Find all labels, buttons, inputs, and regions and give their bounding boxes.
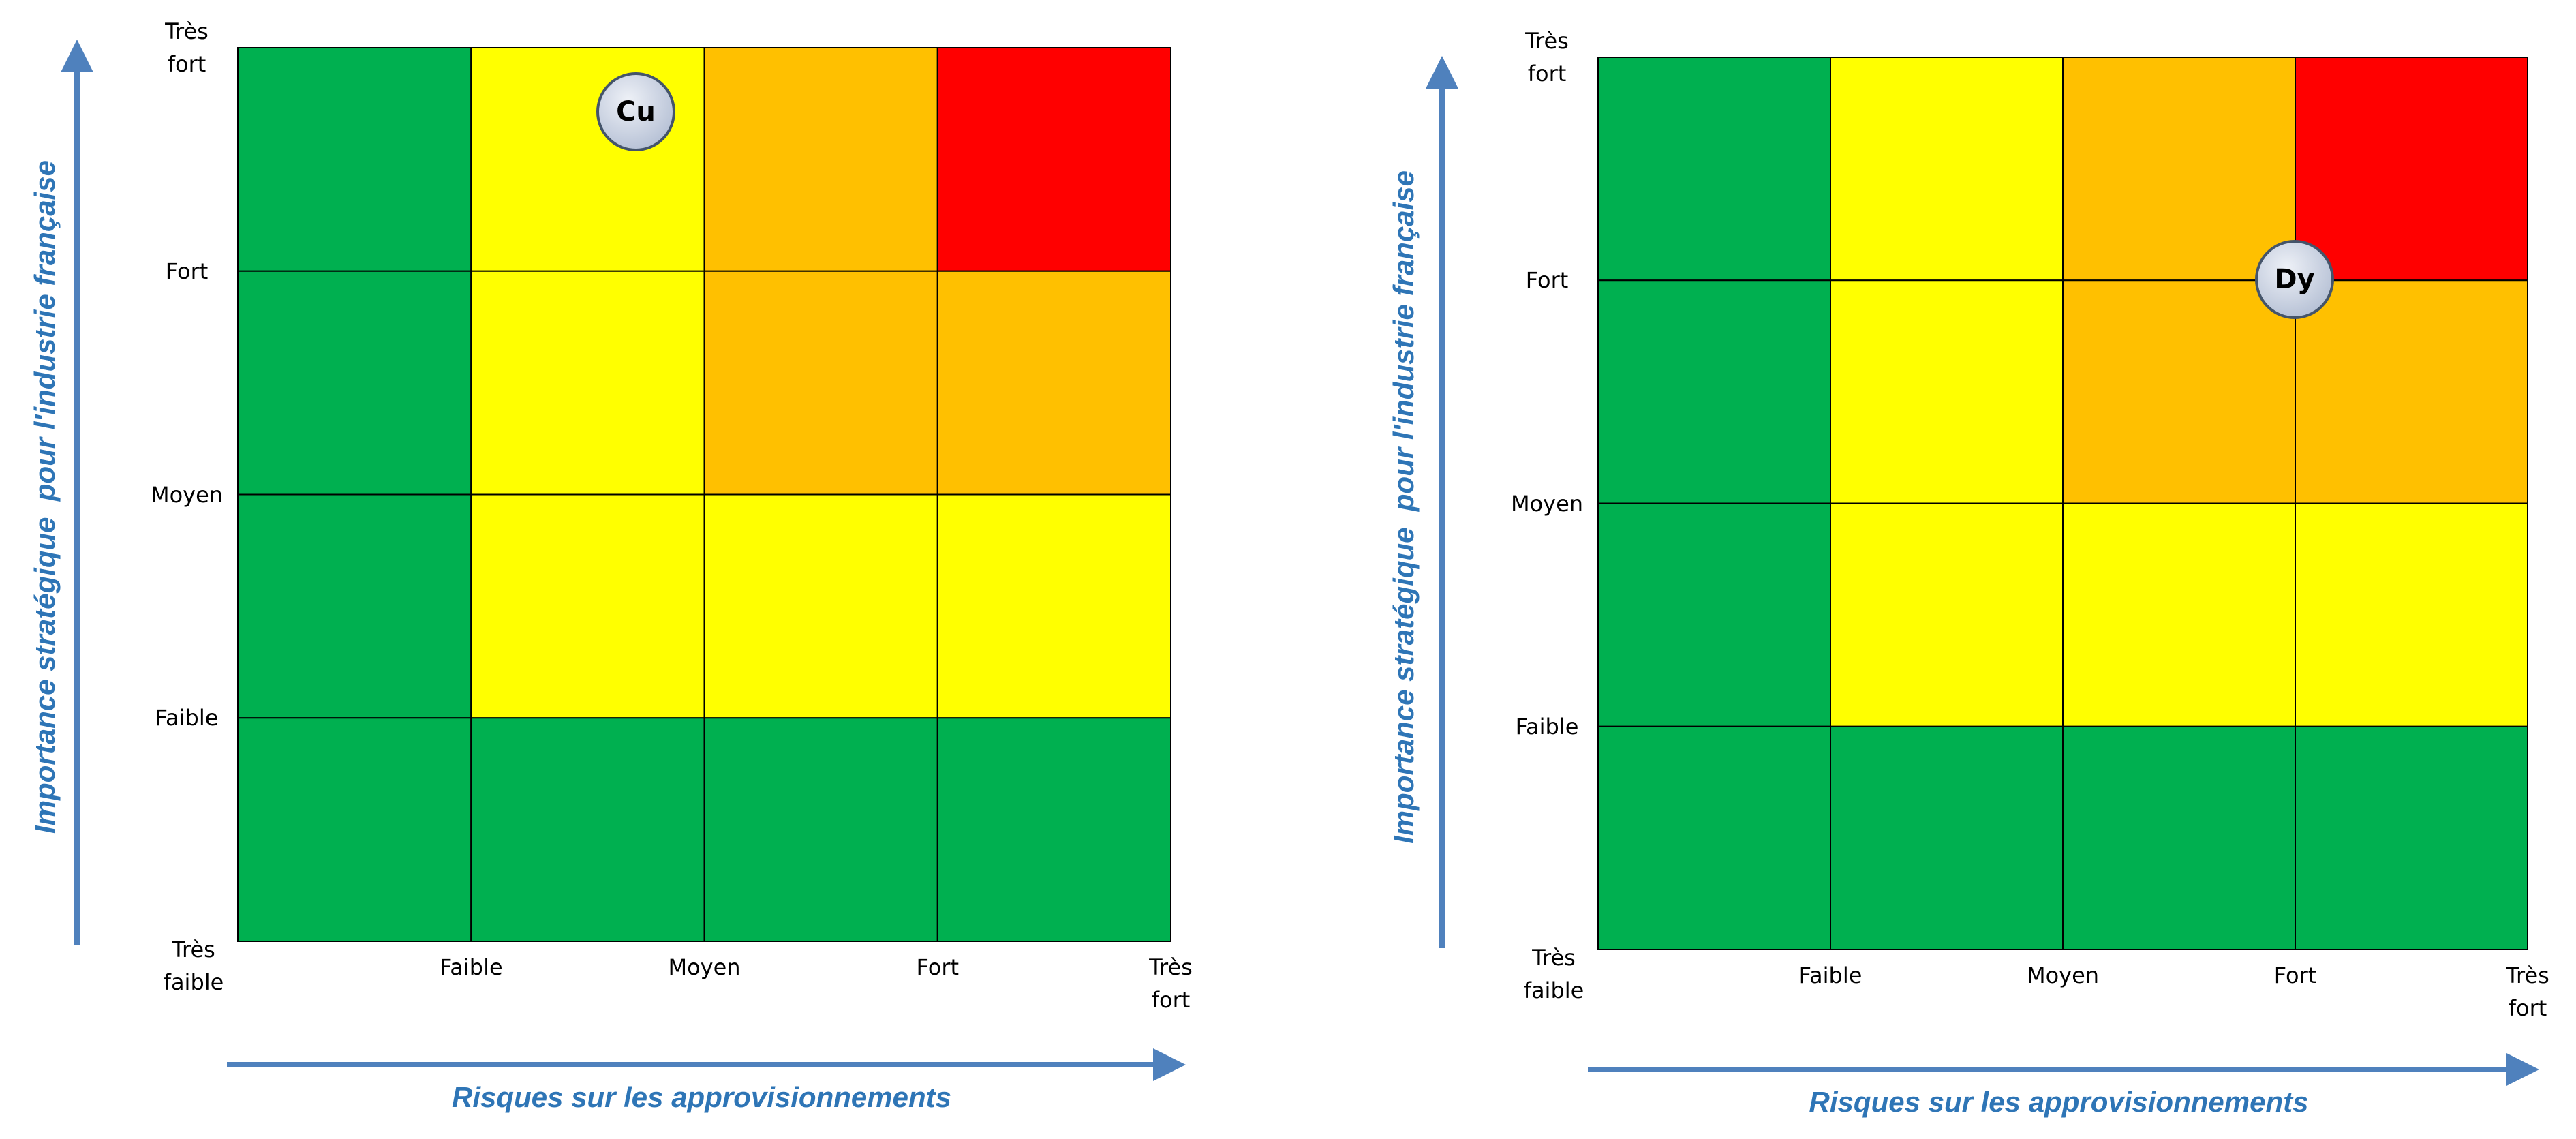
y-axis-title: Importance stratégique pour l'industrie … — [1387, 170, 1420, 844]
matrix-cell — [237, 493, 472, 719]
matrix-cell — [1597, 57, 1831, 282]
x-label: Faible — [1798, 962, 1862, 988]
corner-label: Très faible — [1523, 945, 1584, 1003]
matrix-cell — [1597, 279, 1831, 504]
matrix-cell — [1597, 725, 1831, 950]
matrix-cell — [703, 270, 938, 496]
y-label: Fort — [165, 258, 209, 284]
matrix-cell — [2295, 725, 2528, 950]
matrix-cell — [936, 717, 1171, 942]
matrix-cell — [1830, 279, 2064, 504]
matrix-cell — [470, 493, 705, 719]
x-axis-title: Risques sur les approvisionnements — [452, 1081, 951, 1113]
matrix-cell — [1830, 502, 2064, 727]
x-label: Fort — [916, 954, 960, 980]
matrix-cell — [470, 47, 705, 272]
matrix-cell — [2062, 502, 2296, 727]
matrix-cell — [703, 47, 938, 272]
corner-label: Très faible — [163, 937, 224, 995]
matrix-cell — [703, 717, 938, 942]
y-label: Faible — [155, 705, 219, 731]
marker-bubble — [596, 72, 675, 151]
x-label: Fort — [2273, 962, 2317, 988]
y-label: Moyen — [150, 481, 224, 508]
matrix-cell — [703, 493, 938, 719]
matrix-cell — [470, 270, 705, 496]
y-axis-title: Importance stratégique pour l'industrie … — [29, 160, 61, 834]
x-label: Très fort — [1149, 954, 1193, 1013]
y-label: Moyen — [1510, 490, 1584, 517]
matrix-cell — [2295, 279, 2528, 504]
matrix-cell — [1597, 502, 1831, 727]
x-label: Très fort — [2506, 962, 2549, 1021]
x-label: Moyen — [668, 954, 741, 980]
matrix-cell — [936, 270, 1171, 496]
y-label: Très fort — [165, 18, 209, 77]
matrix-cell — [2062, 57, 2296, 282]
y-label: Faible — [1515, 713, 1579, 740]
matrix-cell — [936, 493, 1171, 719]
matrix-cell — [470, 717, 705, 942]
marker-label: Cu — [616, 96, 656, 127]
y-label: Fort — [1525, 267, 1569, 294]
matrix-cell — [237, 717, 472, 942]
matrix-cell — [2295, 57, 2528, 282]
matrix-cell — [1830, 725, 2064, 950]
matrix-cell — [936, 47, 1171, 272]
matrix-cell — [237, 270, 472, 496]
x-label: Moyen — [2026, 962, 2100, 988]
x-axis-title: Risques sur les approvisionnements — [1809, 1086, 2309, 1118]
marker-label: Dy — [2274, 264, 2314, 295]
matrix-cell — [237, 47, 472, 272]
matrix-cell — [2062, 279, 2296, 504]
x-label: Faible — [439, 954, 503, 980]
matrix-cell — [2062, 725, 2296, 950]
y-label: Très fort — [1525, 28, 1569, 87]
matrix-cell — [1830, 57, 2064, 282]
matrix-cell — [2295, 502, 2528, 727]
marker-bubble — [2255, 240, 2334, 319]
